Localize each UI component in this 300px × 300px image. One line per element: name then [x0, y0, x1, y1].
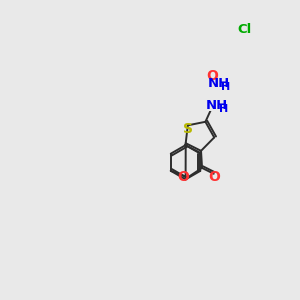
Text: H: H — [221, 82, 230, 92]
Text: O: O — [209, 170, 220, 184]
Text: Cl: Cl — [237, 22, 251, 35]
Text: NH: NH — [208, 76, 230, 89]
Text: NH: NH — [206, 99, 228, 112]
Text: H: H — [219, 104, 228, 114]
Text: O: O — [178, 170, 190, 184]
Text: O: O — [206, 69, 218, 83]
Text: S: S — [183, 122, 193, 136]
